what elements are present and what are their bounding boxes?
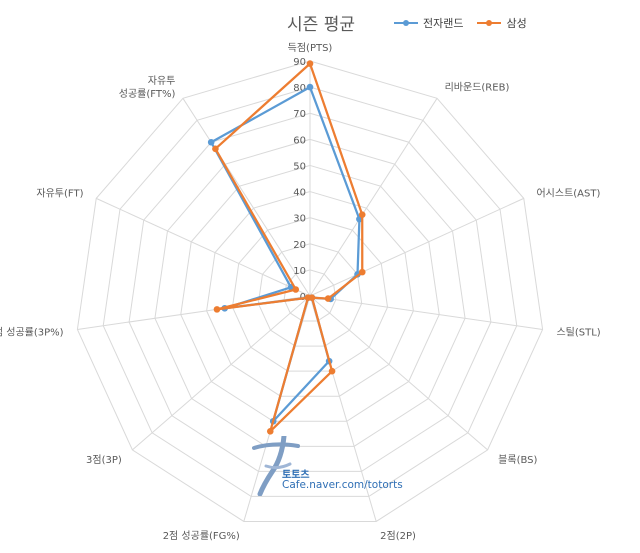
watermark-logo-icon bbox=[252, 436, 300, 496]
category-label-5: 2점(2P) bbox=[380, 530, 416, 542]
tick-label-40: 40 bbox=[293, 188, 306, 199]
series-1-point-10 bbox=[207, 138, 215, 146]
category-label-6: 2점 성공률(FG%) bbox=[163, 530, 240, 542]
series-layer bbox=[207, 60, 366, 435]
series-2-point-0 bbox=[306, 60, 314, 67]
grid-ring-90 bbox=[76, 60, 544, 522]
series-2-point-5 bbox=[328, 367, 336, 375]
category-label-0: 득점(PTS) bbox=[288, 42, 333, 54]
chart-title: 시즌 평균 bbox=[287, 15, 355, 35]
grid-ring-30 bbox=[231, 217, 389, 372]
tick-label-20: 20 bbox=[293, 240, 306, 251]
legend-swatch-1 bbox=[394, 18, 418, 28]
watermark-name: 토토츠 bbox=[282, 470, 310, 481]
series-2-point-10 bbox=[212, 145, 219, 153]
tick-label-30: 30 bbox=[293, 214, 306, 225]
radar-grid bbox=[76, 60, 544, 522]
tick-label-80: 80 bbox=[293, 83, 306, 94]
series-2-point-6 bbox=[266, 427, 274, 435]
legend-swatch-2 bbox=[477, 18, 502, 28]
legend-item-2: 삼성 bbox=[477, 15, 527, 31]
radar-spokes bbox=[77, 61, 543, 522]
series-1-point-0 bbox=[306, 83, 314, 91]
tick-label-10: 10 bbox=[293, 266, 306, 277]
watermark-url: Cafe.naver.com/totorts bbox=[282, 479, 403, 491]
category-label-8: 3점 성공률(3P%) bbox=[0, 326, 64, 338]
grid-ring-80 bbox=[102, 86, 518, 497]
legend: 전자랜드 삼성 bbox=[394, 15, 527, 31]
tick-label-60: 60 bbox=[293, 135, 306, 146]
category-label-7: 3점(3P) bbox=[86, 454, 122, 466]
series-2-point-2 bbox=[358, 268, 366, 276]
category-labels: 득점(PTS) 리바운드(REB) 어시스트(AST) 스틸(STL) 블록(BS) 2점… bbox=[0, 42, 601, 542]
spoke-9 bbox=[96, 197, 311, 297]
spoke-4 bbox=[309, 295, 488, 451]
tick-label-90: 90 bbox=[293, 57, 306, 68]
series-2 bbox=[212, 60, 366, 435]
spoke-3 bbox=[309, 295, 543, 330]
category-label-10: 자유투 성공률(FT%) bbox=[119, 75, 176, 100]
legend-label-1: 전자랜드 bbox=[423, 17, 464, 30]
series-2-point-7 bbox=[304, 294, 312, 302]
spoke-10 bbox=[182, 98, 311, 297]
grid-ring-60 bbox=[154, 138, 466, 447]
tick-label-50: 50 bbox=[293, 161, 306, 172]
spoke-7 bbox=[132, 295, 311, 451]
spoke-2 bbox=[309, 197, 524, 297]
series-2-point-3 bbox=[324, 295, 332, 302]
series-2-point-8 bbox=[213, 306, 221, 313]
category-label-9: 자유투(FT) bbox=[36, 188, 83, 200]
tick-label-70: 70 bbox=[293, 109, 306, 120]
category-label-4: 블록(BS) bbox=[498, 454, 537, 466]
category-label-3: 스틸(STL) bbox=[556, 325, 600, 338]
legend-item-1: 전자랜드 bbox=[394, 15, 463, 31]
grid-ring-70 bbox=[128, 112, 492, 472]
watermark: 토토츠 Cafe.naver.com/totorts bbox=[252, 436, 412, 496]
category-label-2: 어시스트(AST) bbox=[536, 188, 600, 200]
grid-ring-40 bbox=[206, 191, 414, 397]
spoke-1 bbox=[309, 98, 438, 297]
series-line-2 bbox=[214, 62, 364, 433]
series-2-point-1 bbox=[358, 211, 366, 219]
category-label-1: 리바운드(REB) bbox=[445, 82, 510, 94]
series-2-point-9 bbox=[292, 286, 300, 293]
grid-ring-20 bbox=[257, 243, 363, 347]
legend-label-2: 삼성 bbox=[506, 17, 527, 30]
grid-ring-50 bbox=[180, 164, 440, 422]
series-line-1 bbox=[210, 85, 361, 423]
